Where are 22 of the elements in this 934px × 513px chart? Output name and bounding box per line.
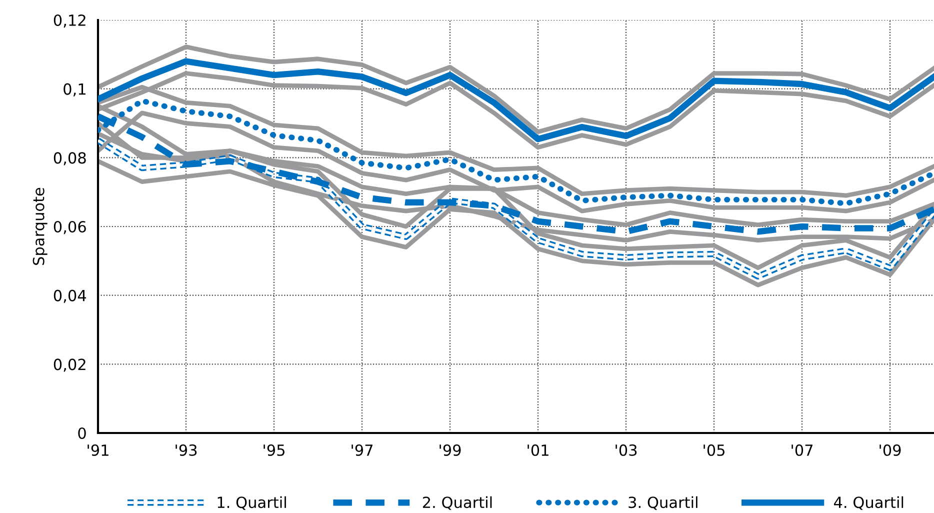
x-tick-label: '07 [792, 444, 813, 456]
legend-label: 3. Quartil [628, 496, 698, 510]
y-axis-title: Sparquote [32, 188, 48, 265]
y-tick-label: 0,1 [64, 83, 86, 96]
x-tick-label: '97 [352, 444, 373, 456]
y-tick-label: 0,12 [54, 14, 86, 28]
x-tick-label: '99 [440, 444, 461, 456]
y-tick-label: 0,08 [54, 152, 86, 166]
x-tick-label: '91 [88, 444, 108, 456]
x-tick-label: '05 [704, 444, 724, 456]
y-tick-label: 0 [78, 427, 86, 440]
y-tick-label: 0,02 [54, 358, 86, 372]
x-tick-label: '03 [616, 444, 637, 456]
x-tick-label: '01 [528, 444, 548, 456]
legend-label: 4. Quartil [834, 496, 904, 510]
x-tick-label: '93 [176, 444, 197, 456]
legend-label: 2. Quartil [422, 496, 492, 510]
x-tick-label: '95 [264, 444, 284, 456]
y-tick-label: 0,06 [54, 220, 86, 234]
y-tick-label: 0,04 [54, 290, 86, 303]
x-tick-label: '09 [880, 444, 901, 456]
legend-label: 1. Quartil [218, 496, 286, 510]
